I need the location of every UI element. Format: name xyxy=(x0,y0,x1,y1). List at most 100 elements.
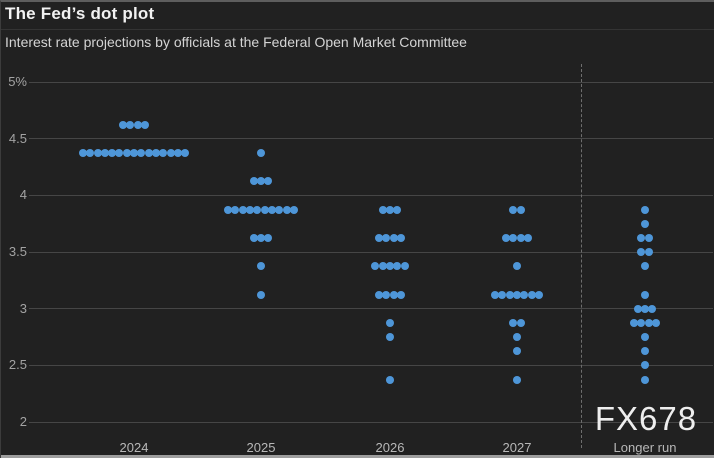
dot xyxy=(633,304,642,313)
dot xyxy=(527,290,536,299)
dot xyxy=(509,233,518,242)
dot xyxy=(386,318,394,327)
dot xyxy=(275,205,284,214)
x-axis-label: Longer run xyxy=(613,440,677,455)
dot xyxy=(389,290,398,299)
dot xyxy=(140,120,149,129)
x-axis-label: 2025 xyxy=(246,440,276,455)
dot xyxy=(382,290,391,299)
x-axis-label: 2026 xyxy=(375,440,405,455)
dot xyxy=(100,148,109,157)
dot xyxy=(641,290,649,299)
dot xyxy=(498,290,507,299)
dot xyxy=(505,290,514,299)
dot xyxy=(513,375,521,384)
dot xyxy=(126,120,135,129)
gridline xyxy=(29,308,713,310)
dot xyxy=(238,205,247,214)
gridline xyxy=(29,364,713,366)
chart-subtitle: Interest rate projections by officials a… xyxy=(5,34,467,50)
dot xyxy=(386,262,394,271)
dot xyxy=(509,205,518,214)
dot xyxy=(115,148,124,157)
y-tick-label: 4 xyxy=(19,187,27,203)
dot xyxy=(641,347,649,356)
y-tick-label: 4.5 xyxy=(8,130,27,146)
dot xyxy=(386,375,394,384)
dot xyxy=(637,248,646,256)
dot xyxy=(144,148,153,157)
dot xyxy=(509,318,518,327)
dot xyxy=(282,205,291,214)
dot xyxy=(389,233,398,242)
dot xyxy=(393,205,402,214)
dot xyxy=(641,375,649,384)
dot xyxy=(382,233,391,242)
dot xyxy=(267,205,276,214)
dot xyxy=(378,262,387,271)
dot xyxy=(651,318,660,327)
dot xyxy=(513,262,521,271)
gridline xyxy=(29,194,713,196)
dot xyxy=(257,148,265,157)
gridline xyxy=(29,421,713,423)
dot xyxy=(648,304,657,313)
dot xyxy=(516,233,525,242)
dot xyxy=(513,333,521,341)
bottom-strip xyxy=(1,455,714,458)
dot xyxy=(502,233,511,242)
dot xyxy=(513,290,521,299)
longer-run-separator xyxy=(581,64,582,448)
y-tick-label: 3 xyxy=(19,300,27,316)
dot xyxy=(516,205,525,214)
y-tick-label: 2 xyxy=(19,414,27,429)
dot xyxy=(534,290,543,299)
dot xyxy=(523,233,532,242)
dot xyxy=(260,205,269,214)
dot xyxy=(641,333,649,341)
dot xyxy=(108,148,117,157)
dot xyxy=(130,148,138,157)
dot xyxy=(181,148,190,157)
dot xyxy=(375,290,384,299)
dot xyxy=(289,205,298,214)
dot xyxy=(644,248,653,256)
dot xyxy=(249,233,258,242)
dot xyxy=(630,318,639,327)
dot xyxy=(224,205,233,214)
dot xyxy=(491,290,500,299)
dot xyxy=(166,148,175,157)
dot xyxy=(78,148,87,157)
dot xyxy=(396,290,405,299)
dot xyxy=(386,333,394,341)
y-tick-label: 5% xyxy=(8,74,27,89)
dot xyxy=(86,148,95,157)
dot xyxy=(641,262,649,271)
dot xyxy=(257,262,265,271)
x-axis-label: 2027 xyxy=(502,440,532,455)
dot xyxy=(516,318,525,327)
gridline xyxy=(29,81,713,83)
dot xyxy=(264,233,273,242)
dot xyxy=(264,177,273,186)
dot xyxy=(396,233,405,242)
dot xyxy=(246,205,255,214)
dot xyxy=(257,233,265,242)
dot xyxy=(386,205,394,214)
dot xyxy=(159,148,168,157)
dot xyxy=(641,361,649,370)
y-tick-label: 3.5 xyxy=(8,244,27,259)
dot xyxy=(400,262,409,271)
dot xyxy=(513,347,521,356)
dot xyxy=(393,262,402,271)
dot xyxy=(641,304,649,313)
dot xyxy=(249,177,258,186)
title-divider xyxy=(1,29,714,30)
dot xyxy=(644,233,653,242)
dot xyxy=(173,148,182,157)
dot xyxy=(375,233,384,242)
gridline xyxy=(29,251,713,253)
dot xyxy=(122,148,131,157)
